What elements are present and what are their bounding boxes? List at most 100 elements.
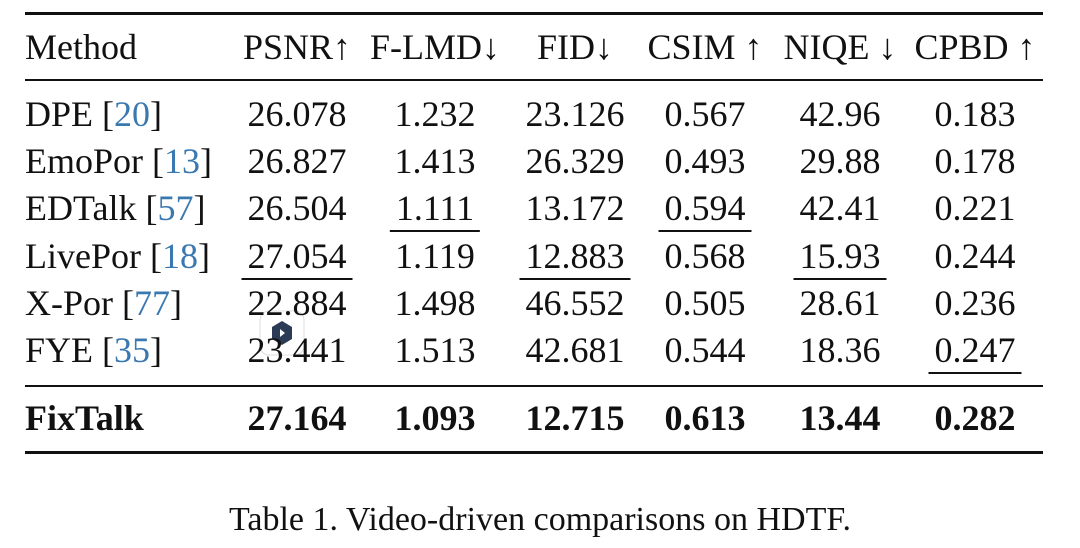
- cell-value: 1.093: [394, 398, 476, 438]
- column-header: FID↓: [536, 27, 614, 67]
- bottom-rule: [25, 451, 1043, 454]
- cell-value: 0.178: [934, 141, 1016, 182]
- cell-value: 0.236: [934, 282, 1016, 323]
- cell-value: 0.613: [664, 398, 746, 438]
- method-text: EDTalk [: [25, 188, 158, 229]
- cell: 46.552: [526, 283, 625, 323]
- citation: 35: [114, 330, 150, 370]
- method-name: FixTalk: [25, 398, 144, 438]
- cell-value: 1.498: [394, 282, 476, 323]
- cell: 26.329: [526, 141, 625, 181]
- cell: 42.41: [800, 188, 881, 228]
- cell: 1.119: [395, 236, 475, 276]
- cell-value: 0.544: [664, 330, 746, 370]
- cell: 12.883: [519, 235, 631, 280]
- cell-value: 1.111: [389, 188, 481, 233]
- method-text: EmoPor [: [25, 141, 164, 182]
- cell: 1.498: [395, 283, 476, 323]
- cell-value: 26.827: [247, 141, 347, 182]
- method-name: X-Por [77]: [25, 283, 182, 323]
- cell-value: 22.884: [247, 282, 347, 323]
- cell: 27.054: [241, 235, 353, 280]
- cell-value: 28.61: [799, 282, 881, 323]
- cell: 13.172: [526, 188, 625, 228]
- cell-value: 18.36: [799, 330, 881, 370]
- cell: 22.884: [248, 283, 347, 323]
- method-text: ]: [169, 282, 182, 323]
- cell-value: 42.681: [525, 330, 625, 370]
- method-text: ]: [200, 141, 212, 182]
- cell-value: 13.172: [525, 188, 625, 229]
- cell-value: 27.054: [241, 235, 353, 280]
- overlay-icon: [259, 310, 305, 356]
- cell-value: 0.282: [934, 398, 1016, 438]
- cell: 0.178: [935, 141, 1016, 181]
- method-name: FYE [35]: [25, 330, 162, 370]
- cell-value: 13.44: [799, 398, 881, 438]
- column-header: F-LMD↓: [369, 27, 501, 67]
- mid-rule: [25, 79, 1043, 81]
- caption: Table 1. Video-driven comparisons on HDT…: [228, 501, 852, 538]
- citation: 20: [114, 94, 150, 134]
- cell-value: 0.183: [934, 94, 1016, 134]
- cell-value: 15.93: [793, 235, 887, 280]
- cell: 1.513: [395, 330, 476, 370]
- column-header: NIQE ↓: [783, 27, 897, 67]
- cell-value: 1.119: [395, 235, 475, 276]
- cell-value: 0.568: [664, 235, 746, 276]
- cell: 0.567: [665, 94, 746, 134]
- method-text: ]: [150, 330, 162, 370]
- cell: 26.078: [248, 94, 347, 134]
- method-name: EDTalk [57]: [25, 188, 205, 228]
- cell: 26.504: [248, 188, 347, 228]
- method-text: ]: [193, 188, 206, 229]
- column-header: PSNR↑: [242, 27, 352, 67]
- mid-rule: [25, 385, 1043, 387]
- cell: 42.96: [800, 94, 881, 134]
- method-name: LivePor [18]: [25, 236, 210, 276]
- method-text: ]: [197, 235, 210, 276]
- cell: 0.221: [935, 188, 1016, 228]
- cell-value: 27.164: [247, 398, 347, 438]
- method-text: DPE [: [25, 94, 114, 134]
- cell-value: 0.505: [664, 282, 746, 323]
- citation: 57: [157, 188, 194, 229]
- cell-value: 0.221: [934, 188, 1016, 229]
- cell: 1.111: [389, 188, 481, 233]
- cell: 15.93: [793, 235, 887, 280]
- cell-value: 12.715: [525, 398, 625, 438]
- cell-value: 42.41: [799, 188, 881, 229]
- cell: 0.247: [928, 330, 1022, 374]
- cell: 0.244: [935, 236, 1016, 276]
- cell: 29.88: [800, 141, 881, 181]
- cell-value: 42.96: [799, 94, 881, 134]
- cell-value: 12.883: [519, 235, 631, 280]
- cell: 42.681: [526, 330, 625, 370]
- cell-value: 1.513: [394, 330, 476, 370]
- method-name: DPE [20]: [25, 94, 162, 134]
- cell-value: 26.504: [247, 188, 347, 229]
- column-header: CPBD ↑: [914, 27, 1036, 67]
- method-name: EmoPor [13]: [25, 141, 212, 181]
- cell-value: 23.126: [525, 94, 625, 134]
- method-text: ]: [150, 94, 162, 134]
- cell: 0.493: [665, 141, 746, 181]
- cell-value: 23.441: [247, 330, 347, 370]
- cell: 28.61: [800, 283, 881, 323]
- cell-value: 0.567: [664, 94, 746, 134]
- citation: 77: [133, 282, 170, 323]
- cell: 0.594: [658, 188, 752, 233]
- cell: 0.568: [665, 236, 746, 276]
- cell: 18.36: [800, 330, 881, 370]
- column-header: CSIM ↑: [647, 27, 763, 67]
- cell: 1.232: [395, 94, 476, 134]
- method-text: FYE [: [25, 330, 114, 370]
- cell-value: 1.413: [394, 141, 476, 182]
- cell-value: 26.329: [525, 141, 625, 182]
- cell-value: 29.88: [799, 141, 881, 182]
- cell: 0.544: [665, 330, 746, 370]
- cell: 0.183: [935, 94, 1016, 134]
- cell-value: 1.232: [394, 94, 476, 134]
- cell-value: 46.552: [525, 282, 625, 323]
